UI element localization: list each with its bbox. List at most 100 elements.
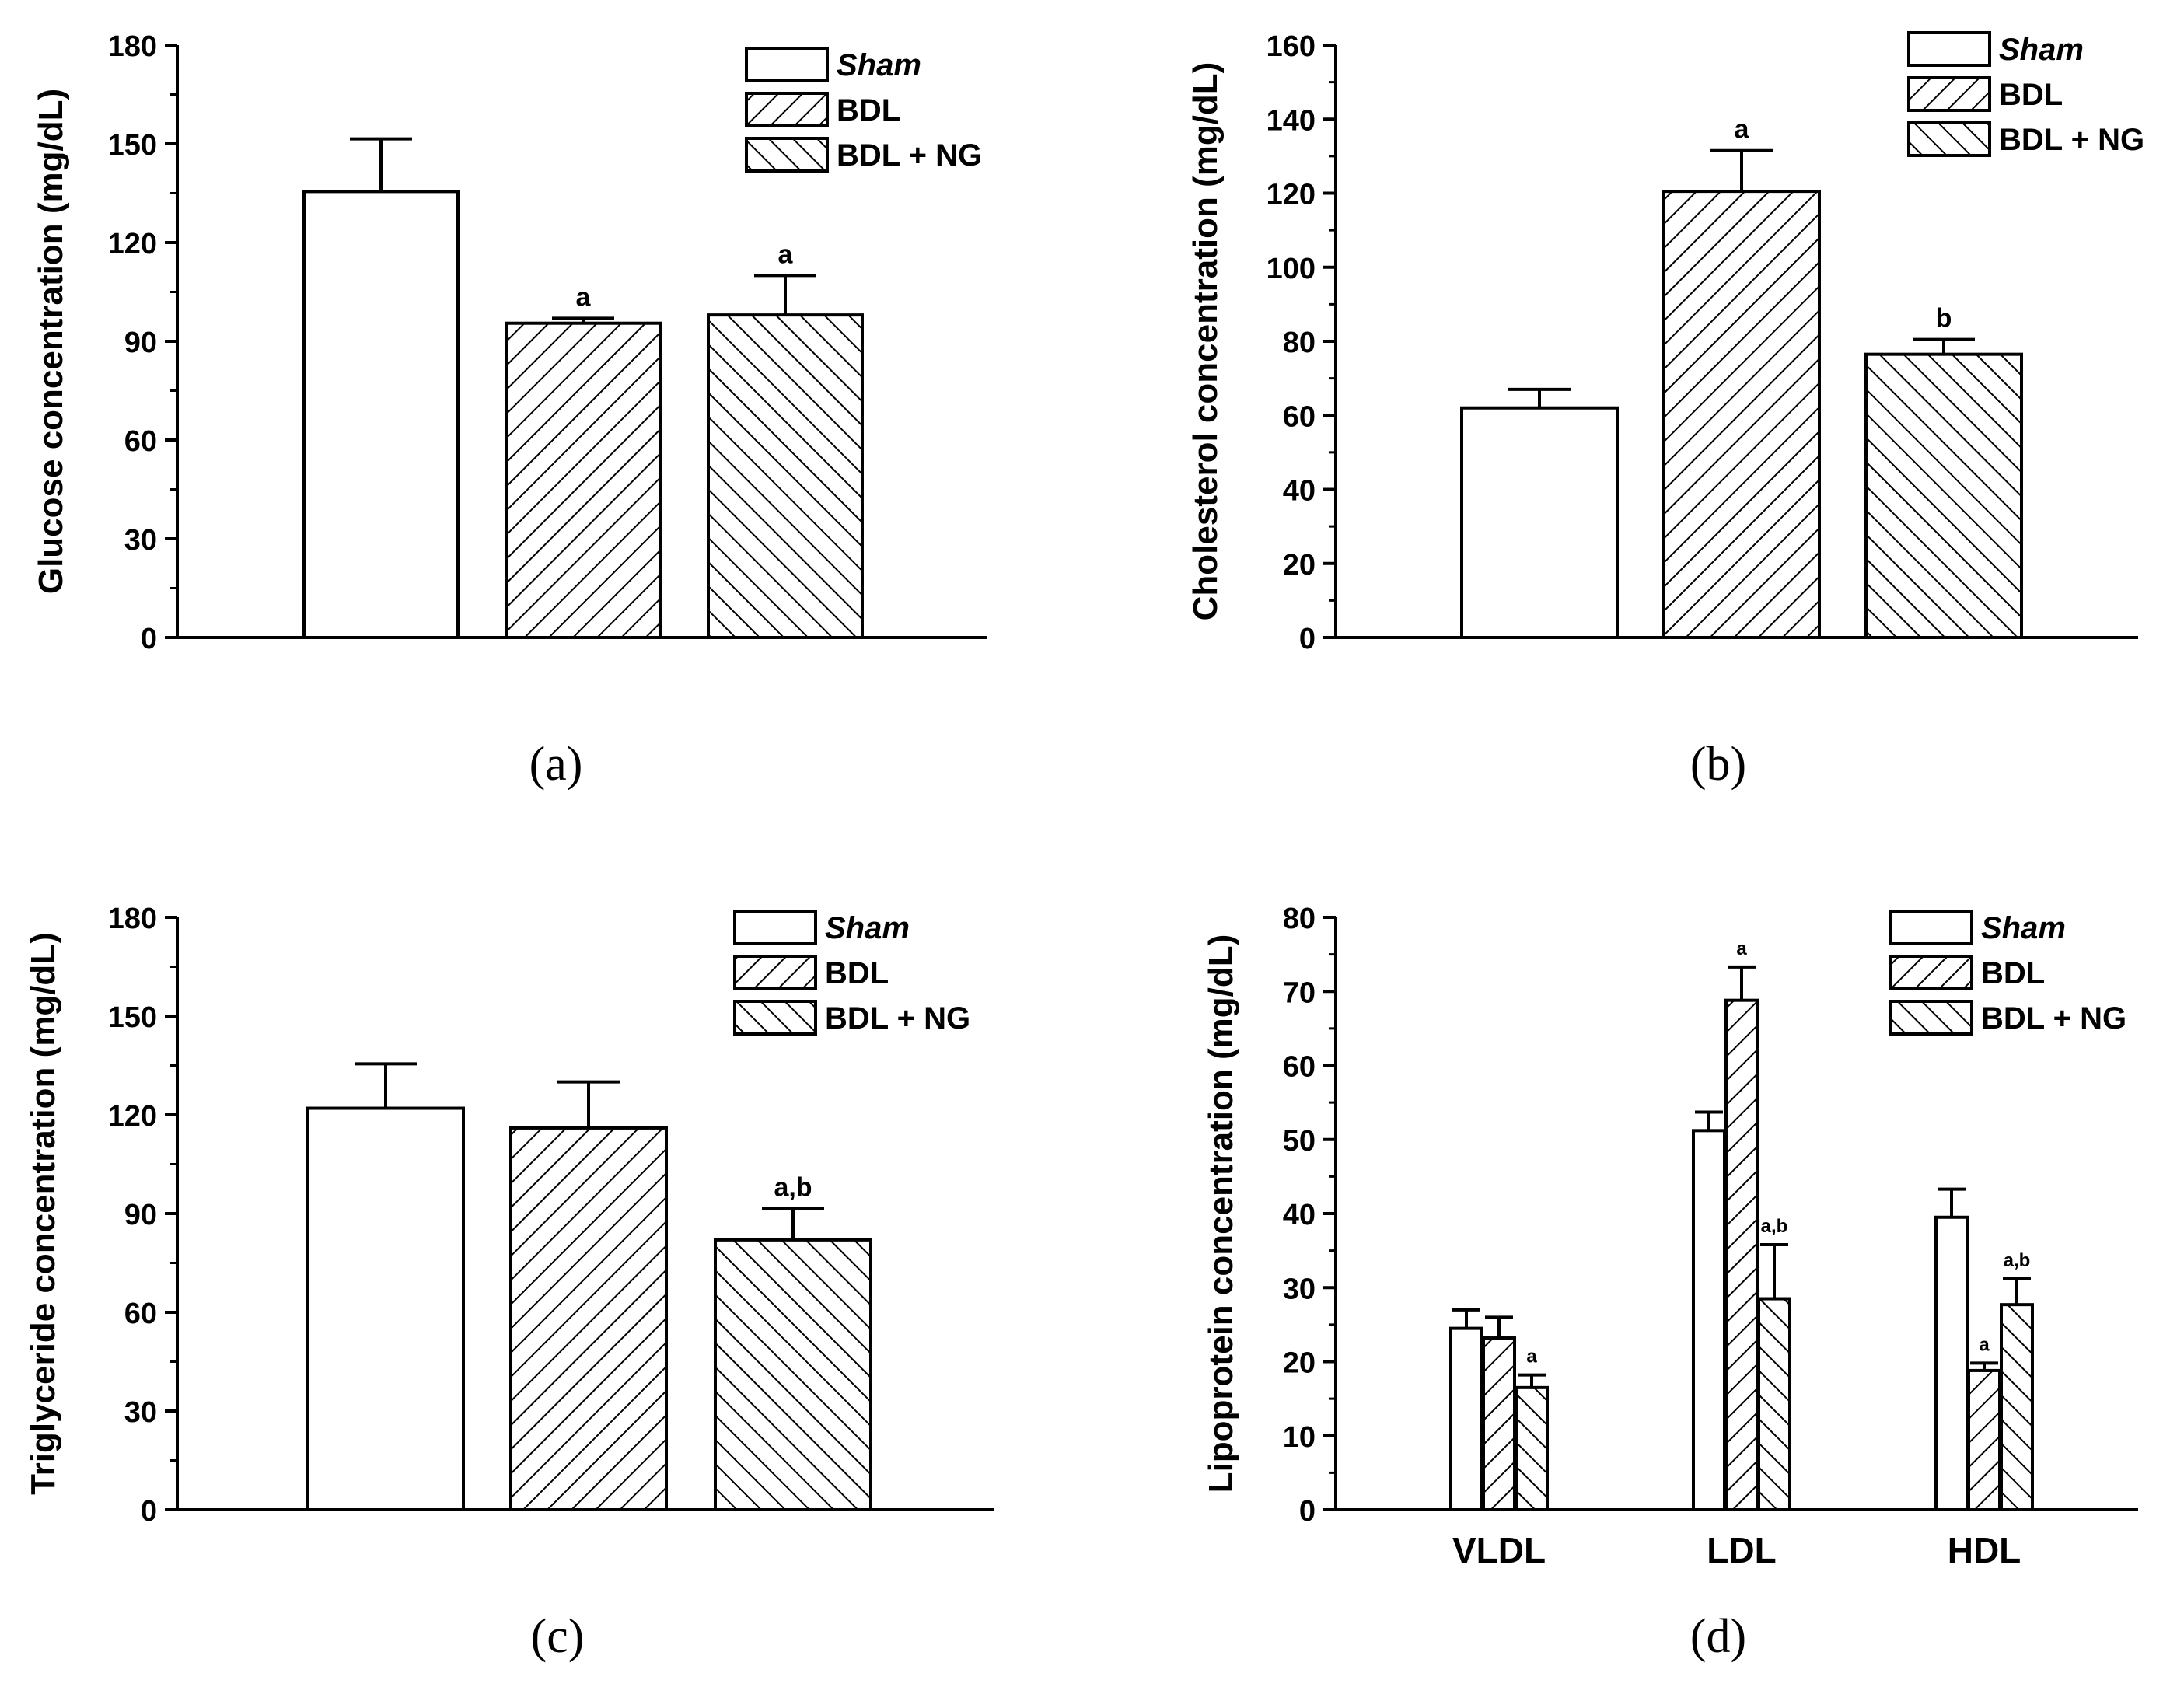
legend-swatch [733, 1000, 817, 1036]
y-tick-label: 0 [1299, 1495, 1316, 1528]
y-tick-label: 120 [108, 228, 157, 260]
significance-label: a [1735, 115, 1750, 145]
legend-swatch [745, 92, 829, 127]
legend: Sham BDL BDL + NG [1907, 31, 2144, 157]
legend-swatch [1907, 121, 1991, 157]
panel-caption: (c) [531, 1610, 585, 1663]
chart-panel-a: 0 30 60 90 120 150 180 Glucose concentration (m… [32, 30, 987, 791]
y-tick-label: 90 [124, 1199, 157, 1231]
y-tick-label: 80 [1283, 903, 1316, 935]
legend-label: BDL [837, 93, 900, 127]
y-tick-label: 160 [1267, 30, 1316, 63]
y-tick-label: 0 [141, 623, 157, 655]
y-tick-label: 120 [108, 1100, 157, 1133]
significance-label: a [778, 239, 794, 269]
bar-bdl-ng [714, 1238, 872, 1512]
bar-bdl-ng [707, 313, 864, 639]
legend-label: Sham [1999, 33, 2084, 67]
legend-swatch [1889, 910, 1973, 945]
legend-swatch [733, 910, 817, 945]
y-axis-label: Cholesterol concentration (mg/dL) [1186, 62, 1225, 621]
bar-bdl-ng [1864, 352, 2023, 639]
chart-panel-d: 0 10 20 30 40 50 60 70 80 Lipoprotein concentrati… [1202, 903, 2138, 1663]
chart-panel-b: 0 20 40 60 80 100 120 140 160 Cholesterol concent… [1186, 30, 2144, 791]
significance-label: a,b [774, 1173, 812, 1203]
legend-label: BDL + NG [1981, 1001, 2126, 1036]
y-tick-label: 60 [1283, 400, 1316, 433]
legend-label: BDL [825, 956, 889, 990]
y-tick-label: 30 [124, 524, 157, 557]
bar-bdl [1662, 190, 1821, 639]
legend-swatch [1907, 76, 1991, 112]
y-tick-label: 60 [1283, 1051, 1316, 1084]
y-axis-label: Triglyceride concentration (mg/dL) [24, 932, 62, 1495]
bar-hdl-bdl [1967, 1368, 2001, 1512]
legend-label: BDL [1999, 78, 2063, 112]
y-tick-label: 10 [1283, 1421, 1316, 1454]
significance-label: a,b [2004, 1250, 2031, 1271]
bar-vldl-bdl [1482, 1336, 1516, 1512]
legend-swatch [745, 47, 829, 82]
bar-ldl-bdl [1724, 998, 1759, 1512]
y-tick-label: 80 [1283, 327, 1316, 359]
y-tick-label: 100 [1267, 253, 1316, 285]
y-tick-label: 0 [141, 1495, 157, 1528]
bar-bdl [505, 321, 662, 639]
y-tick-label: 70 [1283, 976, 1316, 1009]
y-tick-label: 150 [108, 129, 157, 162]
panel-caption: (a) [529, 738, 583, 791]
y-tick-label: 60 [124, 425, 157, 458]
chart-panel-c: 0 30 60 90 120 150 180 Triglyceride concentrati… [24, 903, 994, 1663]
significance-label: a [1526, 1346, 1537, 1367]
panel-caption: (d) [1690, 1610, 1746, 1663]
legend-swatch [733, 955, 817, 990]
x-tick-label: HDL [1948, 1530, 2022, 1570]
bar-ldl-sham [1692, 1129, 1726, 1511]
bar-ldl-bdl-ng [1757, 1297, 1791, 1511]
significance-label: a [1979, 1334, 1990, 1355]
legend-label: Sham [837, 48, 921, 82]
legend: Sham BDL BDL + NG [733, 910, 970, 1036]
significance-label: b [1936, 304, 1952, 334]
y-tick-label: 20 [1283, 1347, 1316, 1380]
y-axis-label: Glucose concentration (mg/dL) [32, 89, 70, 594]
legend-label: Sham [1981, 911, 2066, 945]
y-tick-label: 180 [108, 30, 157, 63]
significance-label: a,b [1761, 1216, 1788, 1237]
bar-sham [1460, 406, 1619, 639]
y-tick-label: 180 [108, 903, 157, 935]
bar-hdl-bdl-ng [2000, 1303, 2034, 1511]
y-tick-label: 0 [1299, 623, 1316, 655]
y-tick-label: 140 [1267, 104, 1316, 137]
legend: Sham BDL BDL + NG [745, 47, 982, 173]
y-tick-label: 60 [124, 1298, 157, 1330]
legend-swatch [745, 137, 829, 173]
legend-swatch [1889, 1000, 1973, 1036]
y-tick-label: 20 [1283, 549, 1316, 582]
y-tick-label: 50 [1283, 1125, 1316, 1158]
x-tick-label: LDL [1707, 1530, 1776, 1570]
legend-swatch [1889, 955, 1973, 990]
legend-label: BDL + NG [825, 1001, 970, 1036]
legend-label: BDL + NG [1999, 123, 2144, 157]
y-tick-label: 150 [108, 1001, 157, 1034]
bar-bdl [509, 1126, 668, 1512]
panel-caption: (b) [1690, 738, 1746, 791]
y-tick-label: 30 [1283, 1273, 1316, 1305]
bar-vldl-bdl-ng [1515, 1385, 1549, 1512]
legend-label: Sham [825, 911, 910, 945]
y-tick-label: 40 [1283, 475, 1316, 508]
y-tick-label: 90 [124, 327, 157, 359]
bar-sham [302, 190, 460, 639]
legend-swatch [1907, 31, 1991, 67]
y-tick-label: 30 [124, 1396, 157, 1429]
y-tick-label: 120 [1267, 179, 1316, 211]
bar-vldl-sham [1449, 1326, 1483, 1511]
y-tick-label: 40 [1283, 1199, 1316, 1231]
legend-label: BDL [1981, 956, 2045, 990]
legend-label: BDL + NG [837, 138, 982, 173]
y-axis-label: Lipoprotein concentration (mg/dL) [1202, 934, 1240, 1493]
bar-sham [306, 1106, 465, 1511]
bar-hdl-sham [1934, 1215, 1969, 1511]
